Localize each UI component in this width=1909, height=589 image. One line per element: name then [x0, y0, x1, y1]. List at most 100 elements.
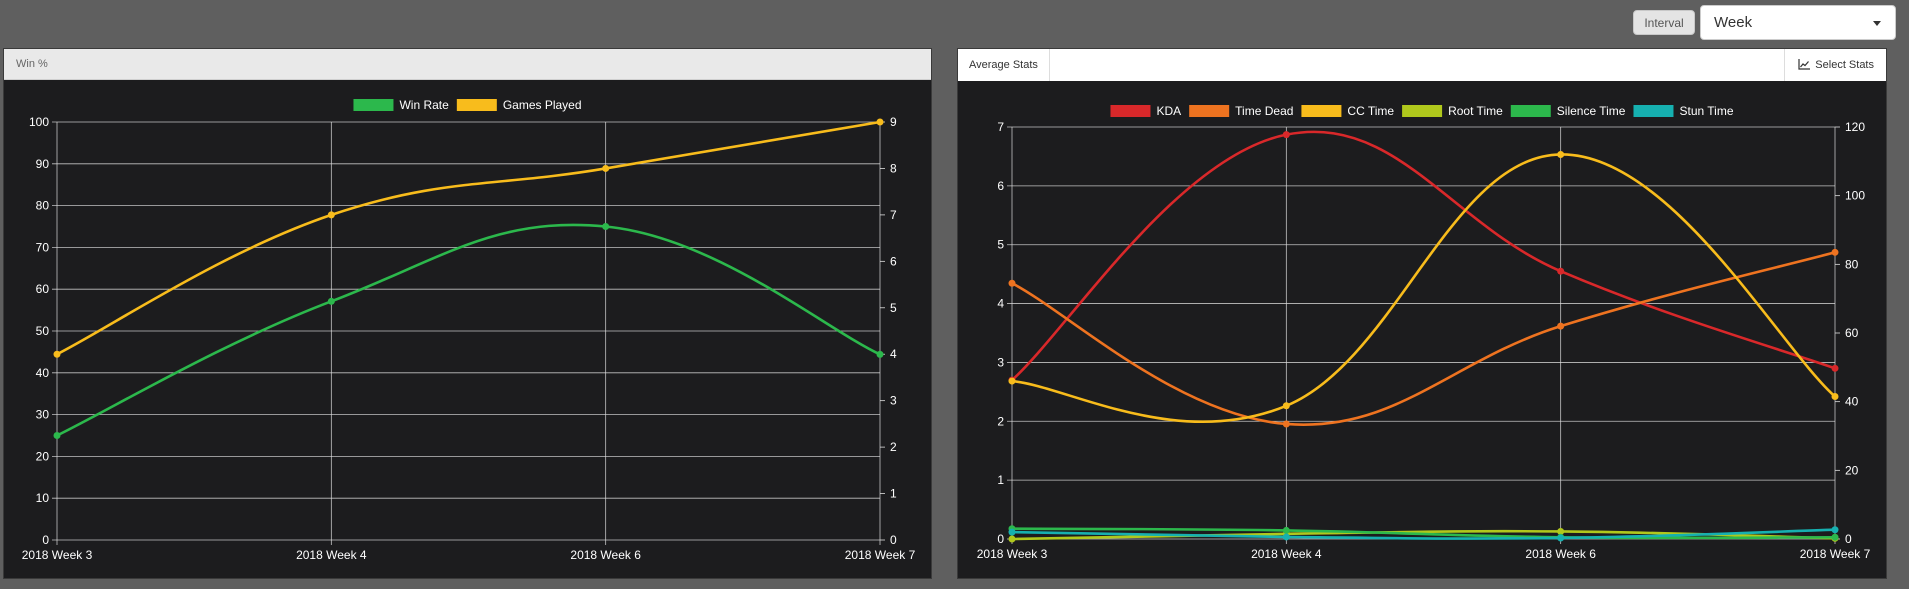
y-right-tick-label: 20	[1845, 463, 1859, 477]
legend: KDA Time Dead CC Time Root Time Silence Time…	[1110, 104, 1734, 118]
series-group	[53, 118, 884, 439]
y-left-tick-label: 30	[36, 408, 50, 422]
legend-swatch-win-rate	[353, 99, 394, 111]
legend-label-silence-time: Silence Time	[1557, 104, 1626, 118]
y-left-tick-label: 70	[36, 240, 50, 254]
y-right-tick-label: 9	[890, 115, 897, 129]
select-stats-button[interactable]: Select Stats	[1784, 49, 1886, 81]
series-line-games-played	[56, 120, 881, 356]
average-stats-panel: Average Stats Select Stats 0 1 2 3 4 5 6 7 0 20 40…	[957, 48, 1887, 579]
y-right-tick-label: 4	[890, 347, 897, 361]
y-left-tick-label: 4	[997, 297, 1004, 311]
y-left-tick-label: 100	[29, 115, 49, 129]
series-line-stun-time	[1011, 528, 1836, 540]
data-point-cc-time	[1557, 150, 1565, 158]
grid-lines	[1007, 126, 1840, 544]
caret-down-icon	[1873, 21, 1881, 26]
legend-swatch-cc-time	[1301, 105, 1342, 117]
data-point-root-time	[1008, 535, 1016, 543]
legend-label-time-dead: Time Dead	[1235, 104, 1293, 118]
y-right-tick-label: 120	[1845, 120, 1865, 134]
data-point-time-dead	[1008, 279, 1016, 287]
data-point-silence-time	[1282, 526, 1290, 534]
data-point-win-rate	[327, 297, 335, 305]
data-point-silence-time	[1831, 533, 1839, 541]
legend-swatch-time-dead	[1189, 105, 1230, 117]
y-left-tick-label: 7	[997, 120, 1004, 134]
y-left-tick-label: 90	[36, 157, 50, 171]
legend-label-kda: KDA	[1156, 104, 1181, 118]
axis-ticks: 0 10 20 30 40 50 60 70 80 90 100 0 1 2 3 4 5 6 7 8 9 2018 Wee…	[22, 115, 916, 562]
data-point-games-played	[53, 350, 61, 358]
series-line-silence-time	[1011, 527, 1836, 540]
data-point-games-played	[602, 164, 610, 172]
data-point-stun-time	[1008, 528, 1016, 536]
axis-ticks: 0 1 2 3 4 5 6 7 0 20 40 60 80 100 120 2018 Week 3 2018 W…	[977, 120, 1871, 561]
data-point-stun-time	[1831, 526, 1839, 534]
y-left-tick-label: 10	[36, 491, 50, 505]
interval-select-value: Week	[1714, 14, 1753, 31]
panel-title-win: Win %	[4, 49, 931, 80]
y-left-tick-label: 80	[36, 199, 50, 213]
win-rate-chart: 0 10 20 30 40 50 60 70 80 90 100 0 1 2 3 4 5 6 7 8 9 2018 Wee…	[22, 98, 916, 562]
win-rate-panel: Win % 0 10 20 30 40 50 60 70 80 90 100 0 1 2 3 4 5 6 7 8 9 20…	[3, 48, 932, 579]
y-right-tick-label: 80	[1845, 257, 1859, 271]
interval-button[interactable]: Interval	[1633, 10, 1695, 35]
interval-select[interactable]: Week	[1700, 5, 1896, 40]
select-stats-label: Select Stats	[1815, 59, 1874, 71]
y-left-tick-label: 50	[36, 324, 50, 338]
data-point-cc-time	[1008, 377, 1016, 385]
y-right-tick-label: 60	[1845, 326, 1859, 340]
x-tick-label: 2018 Week 7	[845, 548, 916, 562]
y-right-tick-label: 0	[1845, 532, 1852, 546]
x-tick-label: 2018 Week 4	[1251, 547, 1322, 561]
y-right-tick-label: 8	[890, 161, 897, 175]
data-point-root-time	[1557, 527, 1565, 535]
y-right-tick-label: 5	[890, 301, 897, 315]
data-point-time-dead	[1831, 248, 1839, 256]
data-point-win-rate	[876, 350, 884, 358]
average-stats-chart: 0 1 2 3 4 5 6 7 0 20 40 60 80 100 120 2018 Week 3 2018 W…	[977, 104, 1871, 561]
legend-label-games-played: Games Played	[503, 98, 582, 112]
legend-swatch-games-played	[456, 99, 497, 111]
data-point-win-rate	[602, 223, 610, 230]
legend-label-cc-time: CC Time	[1347, 104, 1394, 118]
data-point-kda	[1557, 267, 1565, 275]
y-right-tick-label: 40	[1845, 395, 1859, 409]
y-left-tick-label: 40	[36, 366, 50, 380]
data-point-games-played	[327, 211, 335, 219]
y-left-tick-label: 5	[997, 238, 1004, 252]
legend-swatch-silence-time	[1510, 105, 1551, 117]
x-tick-label: 2018 Week 6	[1525, 547, 1596, 561]
data-point-win-rate	[53, 432, 61, 439]
data-point-cc-time	[1831, 393, 1839, 401]
data-point-kda	[1282, 131, 1290, 139]
panel-header-stats: Average Stats Select Stats	[958, 49, 1886, 81]
data-point-kda	[1831, 364, 1839, 372]
legend-label-stun-time: Stun Time	[1679, 104, 1733, 118]
legend-swatch-stun-time	[1633, 105, 1674, 117]
series-group	[1008, 130, 1839, 543]
y-right-tick-label: 7	[890, 208, 897, 222]
legend: Win Rate Games Played	[353, 98, 582, 112]
y-left-tick-label: 20	[36, 449, 50, 463]
data-point-time-dead	[1557, 322, 1565, 330]
y-right-tick-label: 100	[1845, 189, 1865, 203]
data-point-stun-time	[1557, 534, 1565, 542]
y-left-tick-label: 0	[42, 533, 49, 547]
legend-label-root-time: Root Time	[1448, 104, 1503, 118]
y-left-tick-label: 0	[997, 532, 1004, 546]
line-chart-icon	[1798, 59, 1811, 70]
y-left-tick-label: 3	[997, 355, 1004, 369]
y-right-tick-label: 3	[890, 394, 897, 408]
data-point-cc-time	[1282, 402, 1290, 410]
data-point-games-played	[876, 118, 884, 126]
y-left-tick-label: 6	[997, 179, 1004, 193]
legend-label-win-rate: Win Rate	[399, 98, 449, 112]
data-point-time-dead	[1282, 420, 1290, 428]
x-tick-label: 2018 Week 4	[296, 548, 367, 562]
tab-average-stats[interactable]: Average Stats	[958, 49, 1050, 81]
grid-lines	[52, 121, 885, 545]
y-left-tick-label: 2	[997, 414, 1004, 428]
legend-swatch-kda	[1110, 105, 1151, 117]
